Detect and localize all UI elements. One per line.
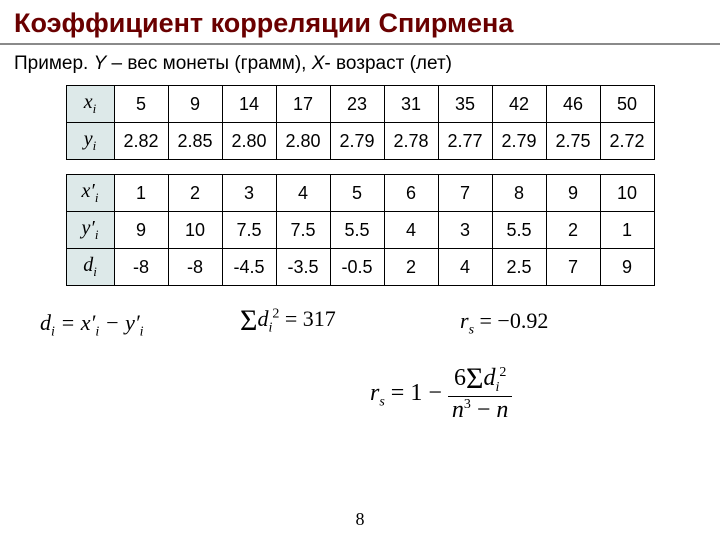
data-cell: 2 bbox=[546, 212, 600, 249]
data-cell: -4.5 bbox=[222, 249, 276, 286]
data-cell: 2.75 bbox=[546, 123, 600, 160]
data-cell: 9 bbox=[168, 86, 222, 123]
row-header: yi bbox=[66, 123, 114, 160]
data-table-2: x′i12345678910y′i9107.57.55.5435.521di-8… bbox=[66, 174, 655, 286]
data-cell: 23 bbox=[330, 86, 384, 123]
sigma-icon: Σ bbox=[240, 309, 257, 333]
data-cell: 9 bbox=[600, 249, 654, 286]
data-cell: 5 bbox=[330, 175, 384, 212]
data-cell: 2.79 bbox=[330, 123, 384, 160]
data-cell: 2.80 bbox=[222, 123, 276, 160]
data-cell: 2.82 bbox=[114, 123, 168, 160]
data-cell: 2.77 bbox=[438, 123, 492, 160]
data-cell: 5 bbox=[114, 86, 168, 123]
data-cell: -8 bbox=[168, 249, 222, 286]
data-cell: -0.5 bbox=[330, 249, 384, 286]
data-cell: -8 bbox=[114, 249, 168, 286]
sigma-icon: Σ bbox=[466, 367, 483, 391]
data-cell: 9 bbox=[546, 175, 600, 212]
data-table-1: xi591417233135424650yi2.822.852.802.802.… bbox=[66, 85, 655, 160]
data-cell: 14 bbox=[222, 86, 276, 123]
page-title: Коэффициент корреляции Спирмена bbox=[0, 0, 720, 45]
subtitle-ydesc: – вес монеты (грамм), bbox=[106, 53, 311, 74]
data-cell: 2.79 bbox=[492, 123, 546, 160]
data-cell: 5.5 bbox=[330, 212, 384, 249]
data-cell: 2.78 bbox=[384, 123, 438, 160]
data-cell: 42 bbox=[492, 86, 546, 123]
data-cell: 2 bbox=[168, 175, 222, 212]
data-cell: 3 bbox=[438, 212, 492, 249]
data-cell: 31 bbox=[384, 86, 438, 123]
data-cell: 1 bbox=[114, 175, 168, 212]
subtitle-yvar: Y bbox=[94, 53, 107, 74]
formula-sum-d2: Σdi2 = 317 bbox=[240, 306, 336, 336]
row-header: y′i bbox=[66, 212, 114, 249]
data-cell: 7 bbox=[438, 175, 492, 212]
data-cell: 4 bbox=[276, 175, 330, 212]
page-number: 8 bbox=[356, 509, 365, 530]
subtitle-xdesc: - возраст (лет) bbox=[324, 53, 452, 74]
data-cell: 35 bbox=[438, 86, 492, 123]
data-cell: 10 bbox=[600, 175, 654, 212]
data-cell: 50 bbox=[600, 86, 654, 123]
formula-di-definition: di = x′i − y′i bbox=[40, 310, 144, 340]
data-cell: 2.5 bbox=[492, 249, 546, 286]
example-subtitle: Пример. Y – вес монеты (грамм), X- возра… bbox=[14, 53, 706, 75]
data-cell: 10 bbox=[168, 212, 222, 249]
formula-area: di = x′i − y′i Σdi2 = 317 rs = −0.92 rs … bbox=[0, 300, 720, 520]
subtitle-xvar: X bbox=[312, 53, 325, 74]
data-cell: 46 bbox=[546, 86, 600, 123]
data-cell: 7.5 bbox=[222, 212, 276, 249]
row-header: x′i bbox=[66, 175, 114, 212]
data-cell: 9 bbox=[114, 212, 168, 249]
formula-rs-definition: rs = 1 − 6Σdi2 n3 − n bbox=[370, 365, 512, 424]
data-cell: 1 bbox=[600, 212, 654, 249]
data-cell: 7.5 bbox=[276, 212, 330, 249]
data-cell: 4 bbox=[384, 212, 438, 249]
data-cell: 8 bbox=[492, 175, 546, 212]
data-cell: 2.80 bbox=[276, 123, 330, 160]
formula-rs-value: rs = −0.92 bbox=[460, 308, 548, 338]
data-cell: 7 bbox=[546, 249, 600, 286]
data-cell: 2.72 bbox=[600, 123, 654, 160]
row-header: xi bbox=[66, 86, 114, 123]
data-cell: -3.5 bbox=[276, 249, 330, 286]
data-cell: 6 bbox=[384, 175, 438, 212]
data-cell: 2.85 bbox=[168, 123, 222, 160]
subtitle-prefix: Пример. bbox=[14, 53, 94, 74]
data-cell: 3 bbox=[222, 175, 276, 212]
data-cell: 17 bbox=[276, 86, 330, 123]
data-cell: 2 bbox=[384, 249, 438, 286]
row-header: di bbox=[66, 249, 114, 286]
data-cell: 5.5 bbox=[492, 212, 546, 249]
data-cell: 4 bbox=[438, 249, 492, 286]
